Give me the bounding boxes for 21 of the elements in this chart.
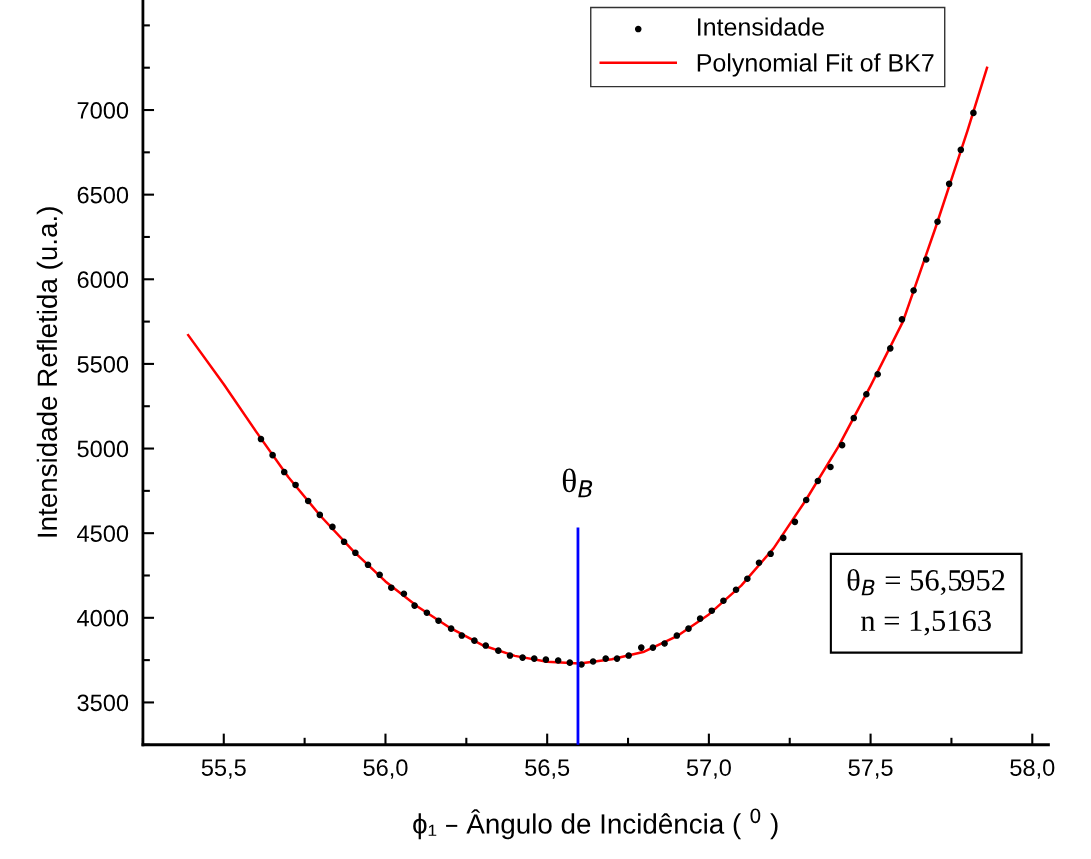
y-tick-label: 6000 (77, 271, 129, 289)
y-tick-label: 5500 (77, 355, 129, 373)
x-axis-title: ϕ₁ – Ângulo de Incidência ( $^{0}$ ) (413, 808, 778, 840)
y-tick-label: 3500 (77, 694, 129, 712)
x-tick-label: 56,5 (525, 759, 570, 779)
y-tick-label: 4000 (77, 609, 129, 627)
legend-label: Polynomial Fit of BK7 (697, 53, 934, 77)
x-tick-label: 58,0 (1010, 759, 1055, 779)
ref-line-label: θ$_{B}$ (562, 468, 593, 498)
x-tick-label: 57,0 (686, 759, 731, 779)
x-tick-label: 56,0 (363, 759, 408, 779)
y-tick-label: 4500 (77, 525, 129, 542)
y-axis-title: Intensidade Refletida (u.a.) (36, 207, 63, 537)
x-tick-label: 57,5 (848, 759, 893, 779)
legend-label: Intensidade (698, 17, 824, 36)
annotation: θ$_{B}$ = 56,5952 (847, 568, 1005, 596)
y-tick-label: 5000 (77, 440, 129, 458)
y-tick-label: 7000 (77, 102, 129, 119)
annotation: n = 1,5163 (861, 610, 991, 636)
y-tick-label: 6500 (77, 186, 129, 204)
x-tick-label: 55,5 (201, 759, 246, 779)
